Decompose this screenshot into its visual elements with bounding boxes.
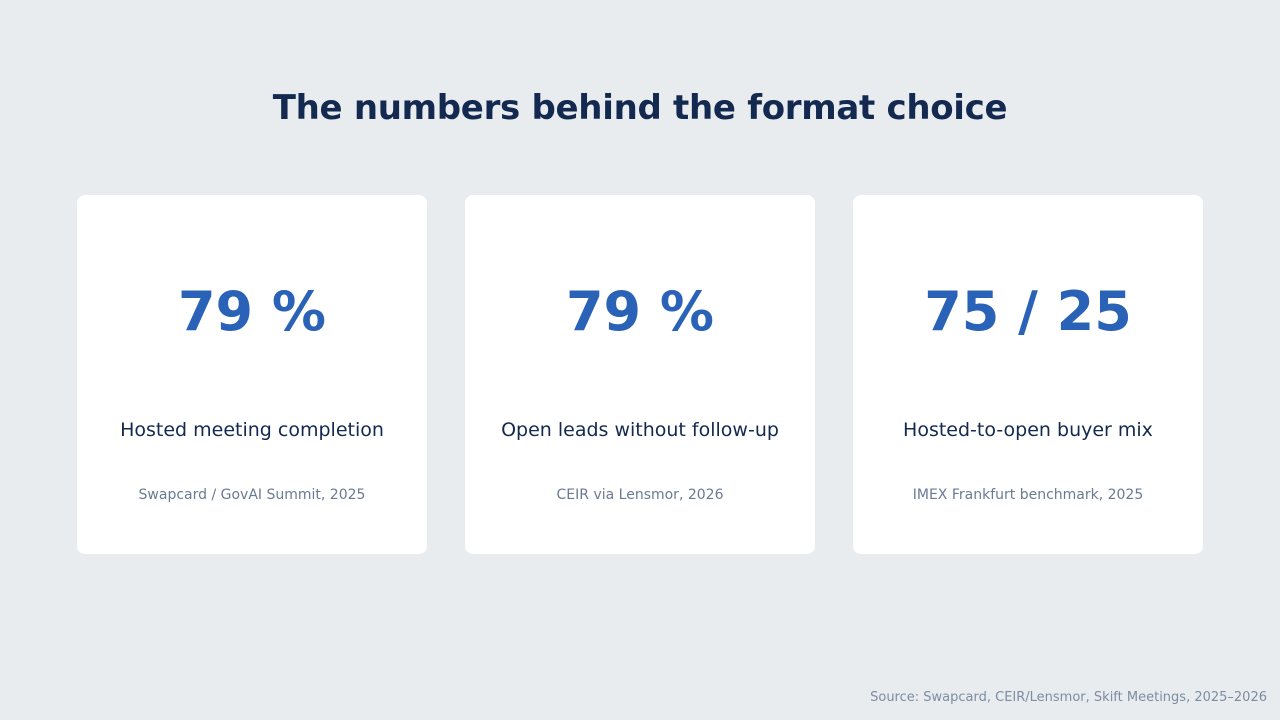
stat-value: 75 / 25 — [924, 280, 1132, 343]
stat-source: IMEX Frankfurt benchmark, 2025 — [912, 487, 1144, 503]
stat-label: Hosted meeting completion — [120, 419, 384, 441]
stat-card-hosted-meeting-completion: 79 % Hosted meeting completion Swapcard … — [77, 195, 427, 554]
stat-value: 79 % — [565, 280, 715, 343]
page-title: The numbers behind the format choice — [272, 87, 1008, 128]
source-footnote: Source: Swapcard, CEIR/Lensmor, Skift Me… — [870, 690, 1267, 705]
stat-card-open-leads: 79 % Open leads without follow-up CEIR v… — [465, 195, 815, 554]
stat-source: CEIR via Lensmor, 2026 — [556, 487, 724, 503]
stat-source: Swapcard / GovAI Summit, 2025 — [138, 487, 366, 503]
stat-label: Hosted-to-open buyer mix — [903, 419, 1153, 441]
stat-card-buyer-mix: 75 / 25 Hosted-to-open buyer mix IMEX Fr… — [853, 195, 1203, 554]
stat-value: 79 % — [177, 280, 327, 343]
stat-label: Open leads without follow-up — [501, 419, 779, 441]
